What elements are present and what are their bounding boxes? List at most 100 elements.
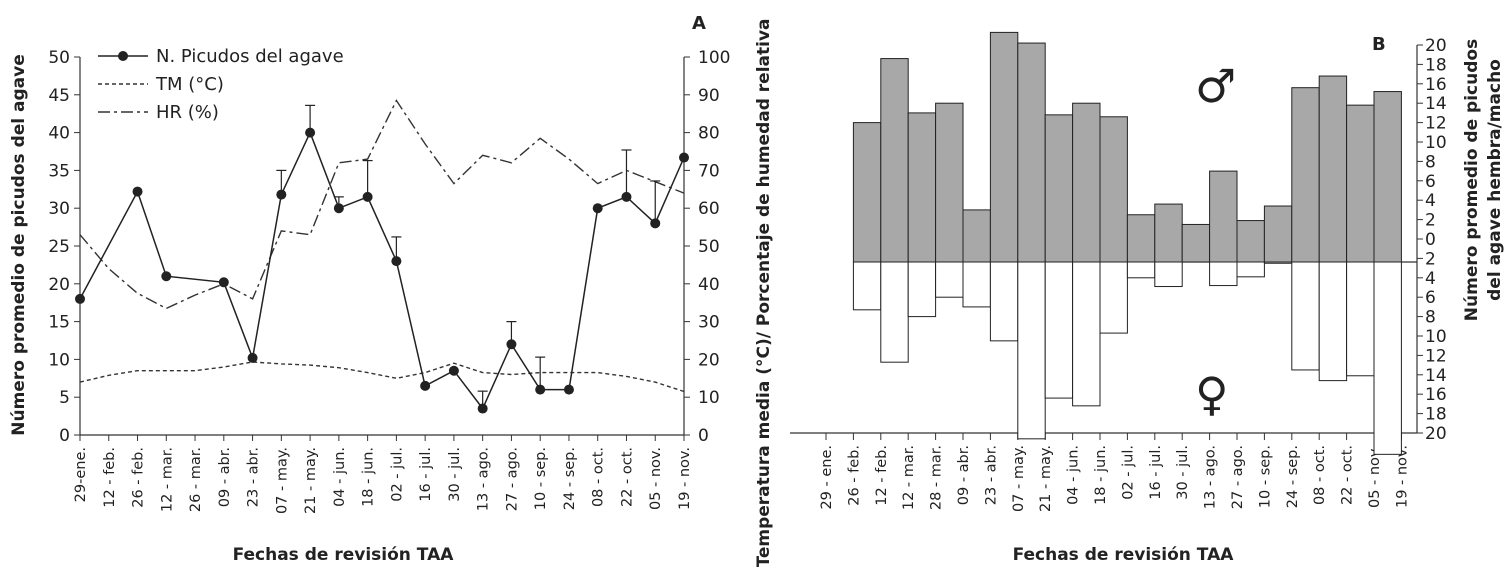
panel-b-x-tick-label: 18 - jun. — [1093, 445, 1109, 505]
panel-a-x-tick-label: 16 - jul. — [418, 447, 434, 502]
panel-a-y2-tick-label: 10 — [698, 388, 720, 408]
legend-label-tm: TM (°C) — [155, 74, 224, 95]
bar-female — [1236, 261, 1265, 278]
panel-b-y-tick-label: 8 — [1425, 308, 1436, 328]
panel-b-x-tick-label: 27 - ago. — [1230, 445, 1246, 509]
bar-male — [907, 112, 937, 263]
panel-b-y-tick-label: 6 — [1425, 172, 1436, 192]
bar-female — [852, 261, 882, 311]
panel-a-y-axis-title: Número promedio de picudos del agave — [9, 54, 29, 435]
panel-b-y-tick-label: 12 — [1425, 114, 1447, 134]
bar-male — [1181, 223, 1211, 263]
panel-a-x-tick-label: 10 - sep. — [533, 447, 549, 510]
data-point-picudos — [132, 186, 143, 197]
data-point-picudos — [535, 384, 546, 395]
panel-a-y-tick-label: 10 — [48, 350, 70, 370]
panel-a-x-tick-label: 02 - jul. — [389, 447, 405, 502]
bar-male — [1373, 91, 1402, 263]
panel-a-x-tick-label: 08 - oct. — [591, 447, 607, 507]
bar-female — [1346, 261, 1375, 377]
bar-female — [1072, 261, 1101, 407]
panel-b-x-tick-label: 05 - nov. — [1367, 445, 1383, 508]
panel-b-x-tick-label: 08 - oct. — [1312, 445, 1328, 505]
panel-a-x-tick-label: 22 - oct. — [619, 447, 635, 507]
data-point-picudos — [679, 152, 689, 163]
data-point-picudos — [75, 293, 85, 304]
panel-a-x-tick-label: 26 - feb. — [131, 447, 147, 508]
panel-a-x-tick-label: 07 - may. — [274, 447, 290, 514]
series-line-hr — [79, 99, 685, 310]
panel-a-y-tick-label: 15 — [48, 313, 70, 333]
panel-b-x-tick-label: 29 - ene. — [819, 445, 835, 510]
data-point-picudos — [592, 203, 603, 214]
panel-a-y2-tick-label: 60 — [698, 199, 720, 219]
panel-b-y-tick-label: 4 — [1425, 269, 1436, 289]
panel-a-y2-tick-label: 80 — [698, 124, 720, 144]
data-point-picudos — [420, 380, 431, 391]
panel-a-x-tick-label: 26 - mar. — [188, 447, 204, 512]
panel-a-y2-axis-title: Temperatura media (°C)/ Porcentaje de hu… — [754, 18, 774, 567]
panel-a-x-tick-label: 12 - mar. — [159, 447, 175, 512]
series-line-tm — [79, 361, 685, 393]
panel-a-x-tick-label: 23 - abr. — [246, 447, 262, 507]
bar-male — [1209, 170, 1238, 263]
panel-a-y-tick-label: 45 — [48, 86, 70, 106]
bar-female — [1017, 261, 1046, 440]
panel-b-x-tick-label: 04 - jun. — [1066, 445, 1082, 505]
bar-male — [935, 102, 964, 263]
data-point-picudos — [247, 352, 258, 363]
bar-female — [1318, 261, 1348, 382]
panel-b-y-tick-label: 12 — [1425, 346, 1447, 366]
panel-b-y-axis-title-line1: Número promedio de picudos — [1462, 39, 1482, 321]
panel-a-y2-tick-label: 90 — [698, 86, 720, 106]
data-point-picudos — [621, 191, 632, 202]
panel-a-y2-tick-label: 70 — [698, 161, 720, 181]
panel-a-y-tick-label: 40 — [48, 124, 70, 144]
bar-male — [1346, 104, 1375, 263]
panel-a-x-tick-label: 21 - may. — [303, 447, 319, 514]
panel-b-label: B — [1372, 34, 1386, 55]
panel-b-x-tick-label: 02 - jul. — [1120, 445, 1136, 500]
bar-female — [880, 261, 909, 363]
bar-male — [1154, 203, 1183, 263]
panel-b-y-tick-label: 2 — [1425, 249, 1436, 269]
panel-b-x-tick-label: 22 - oct. — [1340, 445, 1356, 505]
panel-b-x-tick-label: 26 - feb. — [846, 445, 862, 506]
panel-b-y-tick-label: 18 — [1425, 405, 1447, 425]
bar-male — [1236, 220, 1265, 263]
panel-b-x-tick-label: 30 - jul. — [1175, 445, 1191, 500]
series-line-picudos — [79, 130, 685, 410]
panel-a-y2-tick-label: 20 — [698, 350, 720, 370]
panel-a-y-tick-label: 0 — [59, 426, 70, 446]
panel-a-x-tick-label: 30 - jul. — [447, 447, 463, 502]
data-point-picudos — [276, 189, 287, 200]
panel-a-x-tick-label: 12 - feb. — [102, 447, 118, 508]
bar-female — [907, 261, 937, 318]
bar-male — [989, 31, 1019, 263]
panel-a-y2-tick-label: 30 — [698, 313, 720, 333]
legend-label-picudos: N. Picudos del agave — [156, 46, 344, 67]
panel-b-x-tick-label: 12 - mar. — [901, 445, 917, 510]
bar-male — [1126, 214, 1156, 263]
panel-b-x-tick-label: 23 - abr. — [983, 445, 999, 505]
panel-a-y-tick-label: 20 — [48, 275, 70, 295]
panel-b-x-tick-label: 24 - sep. — [1285, 445, 1301, 508]
female-symbol: ♀ — [1195, 367, 1229, 421]
panel-b-x-axis-title: Fechas de revisión TAA — [1013, 545, 1235, 565]
panel-b-y-tick-label: 16 — [1425, 75, 1447, 95]
panel-a-y-tick-label: 5 — [59, 388, 70, 408]
panel-b-y-tick-label: 10 — [1425, 327, 1447, 347]
panel-a-y-tick-label: 25 — [48, 237, 70, 257]
panel-b-y-tick-label: 4 — [1425, 191, 1436, 211]
panel-b-y-tick-label: 20 — [1425, 424, 1447, 444]
panel-a-y2-tick-label: 0 — [698, 426, 709, 446]
bar-female — [1209, 261, 1238, 287]
panel-b-x-tick-label: 10 - sep. — [1257, 445, 1273, 508]
bar-male — [852, 122, 882, 263]
panel-b-y-tick-label: 14 — [1425, 94, 1447, 114]
data-point-picudos — [477, 403, 488, 414]
panel-b-y-tick-label: 14 — [1425, 366, 1447, 386]
panel-b-x-tick-label: 12 - feb. — [874, 445, 890, 506]
panel-a-x-tick-label: 27 - ago. — [504, 447, 520, 511]
